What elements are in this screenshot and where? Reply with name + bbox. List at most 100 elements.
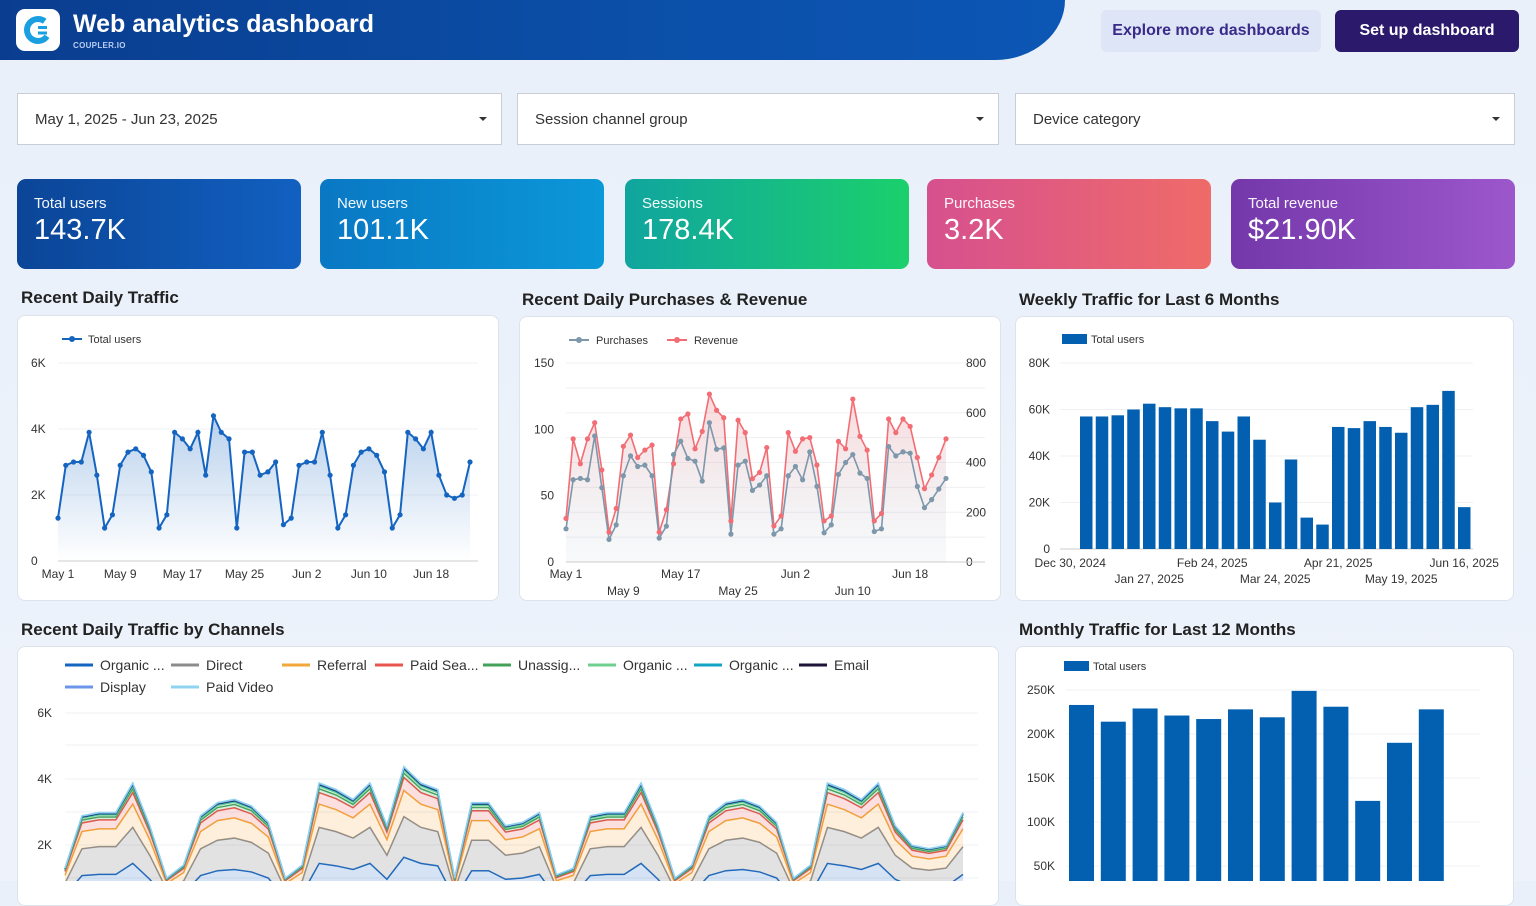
purchases-point (613, 522, 619, 528)
date-range-value: May 1, 2025 - Jun 23, 2025 (35, 110, 218, 128)
y-right-tick-label: 400 (966, 456, 986, 470)
section-title-purchases-revenue: Recent Daily Purchases & Revenue (522, 290, 808, 309)
page-title: Web analytics dashboard (73, 10, 375, 38)
data-point (125, 449, 131, 455)
explore-dashboards-button[interactable]: Explore more dashboards (1101, 10, 1321, 52)
data-point (467, 459, 473, 465)
purchases-point (871, 528, 877, 535)
data-point (148, 469, 154, 475)
purchases-point (721, 445, 727, 451)
bar-month (1259, 717, 1285, 881)
legend-dot-icon (674, 337, 680, 343)
kpi-value: 178.4K (642, 214, 734, 246)
revenue-point (771, 523, 777, 529)
purchases-point (649, 473, 655, 479)
setup-dashboard-button[interactable]: Set up dashboard (1335, 10, 1519, 52)
bar-month (1164, 715, 1190, 881)
revenue-point (921, 486, 928, 492)
revenue-point (742, 430, 748, 436)
y-tick-label: 200K (1027, 727, 1055, 741)
data-point (63, 462, 69, 468)
bar-week (1111, 415, 1124, 549)
legend-label: Revenue (694, 335, 738, 347)
data-point (241, 449, 248, 455)
revenue-point (584, 436, 591, 442)
bar-week (1395, 432, 1408, 549)
data-point (451, 495, 458, 501)
x-tick-label: Jun 16, 2025 (1430, 556, 1500, 570)
data-point (226, 436, 232, 442)
x-tick-label: May 9 (104, 567, 137, 581)
legend-swatch-icon (1062, 334, 1087, 344)
purchases-point (592, 433, 598, 439)
section-title-weekly: Weekly Traffic for Last 6 Months (1019, 290, 1280, 309)
data-point (70, 459, 77, 465)
session-channel-value: Session channel group (535, 110, 688, 128)
revenue-point (699, 428, 705, 435)
bar-week (1300, 517, 1313, 549)
y-left-tick-label: 150 (534, 356, 554, 370)
y-left-tick-label: 50 (541, 489, 555, 503)
data-point (397, 512, 403, 518)
data-point (412, 436, 419, 442)
purchases-point (893, 453, 899, 459)
data-point (374, 452, 380, 458)
revenue-point (620, 443, 626, 449)
purchases-point (728, 531, 734, 537)
purchases-point (814, 483, 820, 489)
bar-month (1418, 709, 1444, 881)
y-tick-label: 6K (37, 706, 52, 720)
revenue-point (785, 430, 791, 436)
kpi-value: $21.90K (1248, 214, 1357, 246)
stack-line-0 (76, 856, 964, 881)
revenue-point (778, 513, 784, 519)
revenue-point (749, 476, 756, 482)
bar-month (1355, 800, 1381, 881)
device-category-filter[interactable]: Device category (1015, 93, 1515, 145)
section-title-monthly: Monthly Traffic for Last 12 Months (1019, 620, 1296, 639)
purchases-point (943, 475, 949, 482)
purchases-point (606, 536, 612, 543)
bar-week (1284, 459, 1298, 549)
data-point (459, 492, 465, 498)
x-tick-label: Jun 10 (351, 567, 387, 581)
bar-week (1253, 439, 1266, 549)
purchases-point (570, 477, 576, 483)
revenue-point (735, 417, 741, 423)
date-range-filter[interactable]: May 1, 2025 - Jun 23, 2025 (17, 93, 502, 145)
y-tick-label: 100K (1027, 815, 1055, 829)
legend-label: Paid Sea... (410, 657, 479, 673)
purchases-point (577, 475, 583, 482)
y-tick-label: 2K (31, 488, 46, 502)
x-tick-label: Jun 2 (781, 567, 811, 581)
bar-week (1174, 408, 1187, 549)
revenue-point (886, 416, 892, 422)
session-channel-filter[interactable]: Session channel group (517, 93, 999, 145)
purchases-point (692, 458, 698, 464)
charts-layer: 0 2K 4K 6K May 1 May 9 May 17 May 25 Jun 2 Jun 10… (31, 334, 1500, 881)
revenue-point (835, 438, 842, 444)
bar-week (1332, 426, 1345, 549)
y-tick-label: 50K (1034, 859, 1055, 873)
y-right-tick-label: 600 (966, 406, 986, 420)
revenue-point (656, 529, 662, 535)
data-point (358, 449, 364, 455)
legend-label: Unassig... (518, 657, 580, 673)
legend-dot-icon (69, 336, 75, 342)
data-point (218, 429, 224, 435)
y-tick-label: 40K (1029, 449, 1050, 463)
purchases-point (685, 455, 691, 462)
data-point (288, 515, 294, 521)
logo-icon (24, 16, 52, 44)
bar-week (1221, 431, 1235, 549)
purchases-point (735, 462, 741, 468)
revenue-point (764, 444, 770, 451)
legend-label: Organic ... (623, 657, 688, 673)
kpi-value: 3.2K (944, 214, 1004, 246)
purchases-point (670, 451, 677, 458)
data-point (257, 472, 263, 478)
bar-week (1458, 507, 1471, 549)
area-revenue (566, 394, 946, 562)
revenue-point (606, 529, 612, 535)
data-point (156, 525, 162, 531)
